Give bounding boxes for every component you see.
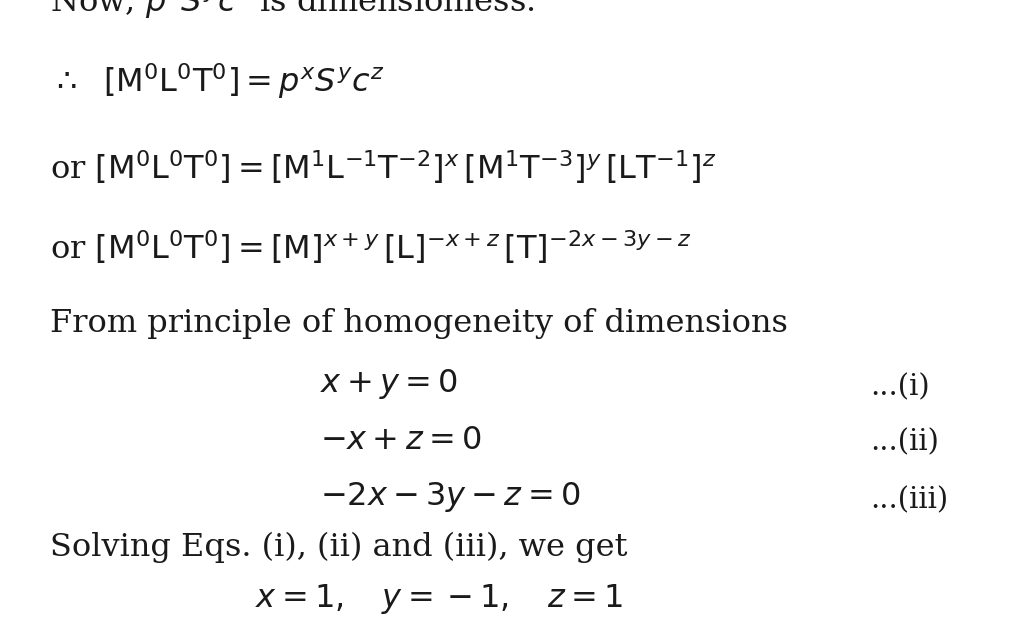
Text: Solving Eqs. (i), (ii) and (iii), we get: Solving Eqs. (i), (ii) and (iii), we get — [50, 532, 628, 563]
Text: $x + y = 0$: $x + y = 0$ — [319, 367, 458, 401]
Text: or $[\mathrm{M}^0\mathrm{L}^0\mathrm{T}^0] = [\mathrm{M}^1\mathrm{L}^{-1}\mathrm: or $[\mathrm{M}^0\mathrm{L}^0\mathrm{T}^… — [50, 148, 717, 186]
Text: ...(iii): ...(iii) — [870, 486, 948, 514]
Text: $\therefore$  $[\mathrm{M}^0\mathrm{L}^0\mathrm{T}^0] = p^x S^y c^z$: $\therefore$ $[\mathrm{M}^0\mathrm{L}^0\… — [50, 61, 385, 101]
Text: ...(ii): ...(ii) — [870, 428, 939, 456]
Text: $-2x - 3y - z = 0$: $-2x - 3y - z = 0$ — [319, 480, 581, 514]
Text: ...(i): ...(i) — [870, 373, 930, 401]
Text: $-x + z = 0$: $-x + z = 0$ — [319, 425, 481, 456]
Text: From principle of homogeneity of dimensions: From principle of homogeneity of dimensi… — [50, 308, 787, 339]
Text: Now, $p^x S^y c^z$ is dimensionless.: Now, $p^x S^y c^z$ is dimensionless. — [50, 0, 535, 21]
Text: or $[\mathrm{M}^0\mathrm{L}^0\mathrm{T}^0] = [\mathrm{M}]^{x+y}\,[\mathrm{L}]^{-: or $[\mathrm{M}^0\mathrm{L}^0\mathrm{T}^… — [50, 228, 691, 266]
Text: $x = 1, \quad y = -1, \quad z = 1$: $x = 1, \quad y = -1, \quad z = 1$ — [255, 582, 623, 616]
